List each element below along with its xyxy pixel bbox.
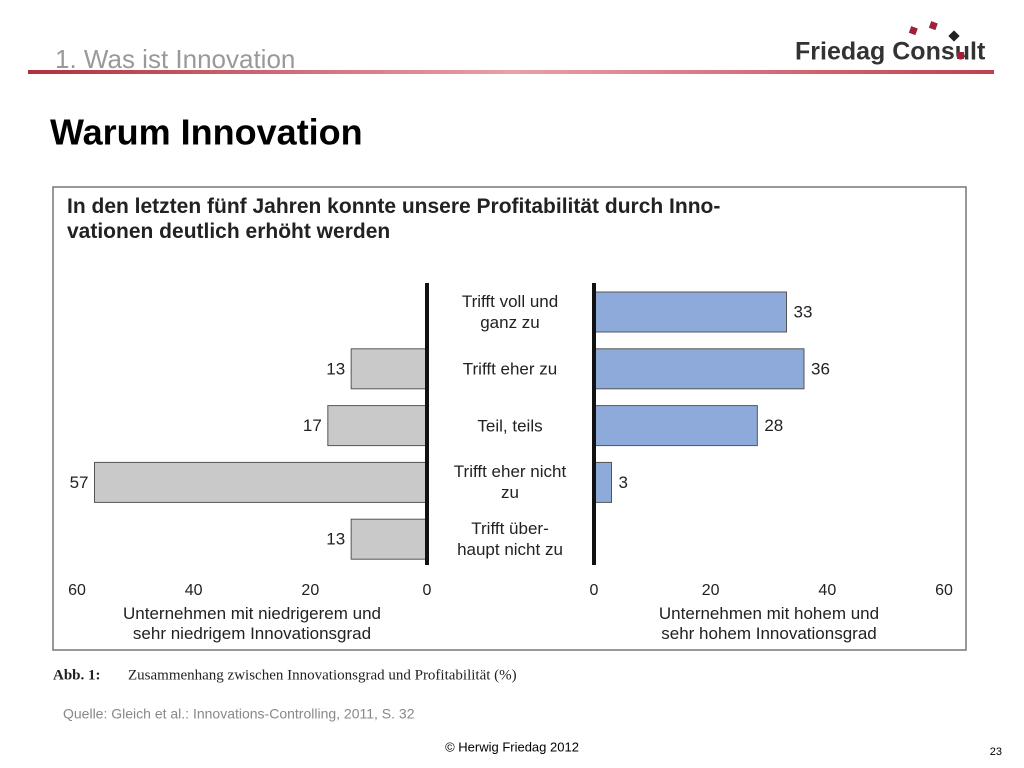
bar xyxy=(593,348,805,390)
axis-label: Unternehmen mit niedrigerem und sehr nie… xyxy=(123,604,381,643)
axis-label: Unternehmen mit hohem und sehr hohem Inn… xyxy=(658,604,880,643)
logo-square xyxy=(928,21,938,31)
source: Quelle: Gleich et al.: Innovations-Contr… xyxy=(63,706,415,722)
page-number: 23 xyxy=(990,746,1002,758)
bar xyxy=(350,518,428,560)
value-label: 3 xyxy=(619,473,628,492)
category-label: Trifft eher zu xyxy=(462,359,558,379)
bar xyxy=(593,461,612,503)
x-tick-label: 40 xyxy=(818,582,836,599)
x-tick-label: 20 xyxy=(301,582,319,599)
value-label: 13 xyxy=(326,359,345,378)
footer: © Herwig Friedag 2012 xyxy=(445,739,579,754)
x-tick-label: 60 xyxy=(68,582,86,599)
value-label: 57 xyxy=(70,473,89,492)
x-tick-label: 0 xyxy=(423,582,432,599)
x-tick-label: 0 xyxy=(590,582,599,599)
bar xyxy=(593,405,758,447)
chart-frame xyxy=(52,186,967,651)
x-tick-label: 60 xyxy=(935,582,953,599)
bar xyxy=(94,461,428,503)
logo-square xyxy=(957,52,964,59)
logo: Friedag Consult xyxy=(795,38,986,66)
bar xyxy=(593,291,787,333)
value-label: 33 xyxy=(794,302,813,321)
x-tick-label: 40 xyxy=(185,582,203,599)
caption-label: Abb. 1: xyxy=(53,667,101,683)
caption: Zusammenhang zwischen Innovationsgrad un… xyxy=(128,667,517,683)
category-label: Trifft voll und ganz zu xyxy=(461,292,559,332)
bar xyxy=(350,348,428,390)
logo-square xyxy=(908,26,918,36)
header-line xyxy=(28,70,994,74)
value-label: 13 xyxy=(326,530,345,549)
bar xyxy=(327,405,428,447)
slide-title: Warum Innovation xyxy=(50,112,363,153)
category-label: Teil, teils xyxy=(477,416,543,436)
category-label: Trifft eher nicht zu xyxy=(453,462,567,503)
x-tick-label: 20 xyxy=(702,582,720,599)
value-label: 17 xyxy=(303,416,322,435)
chart-title: In den letzten fünf Jahren konnte unsere… xyxy=(67,195,721,243)
section-title: 1. Was ist Innovation xyxy=(55,44,295,74)
value-label: 36 xyxy=(811,359,830,378)
category-label: Trifft über- haupt nicht zu xyxy=(457,519,563,560)
value-label: 28 xyxy=(764,416,783,435)
